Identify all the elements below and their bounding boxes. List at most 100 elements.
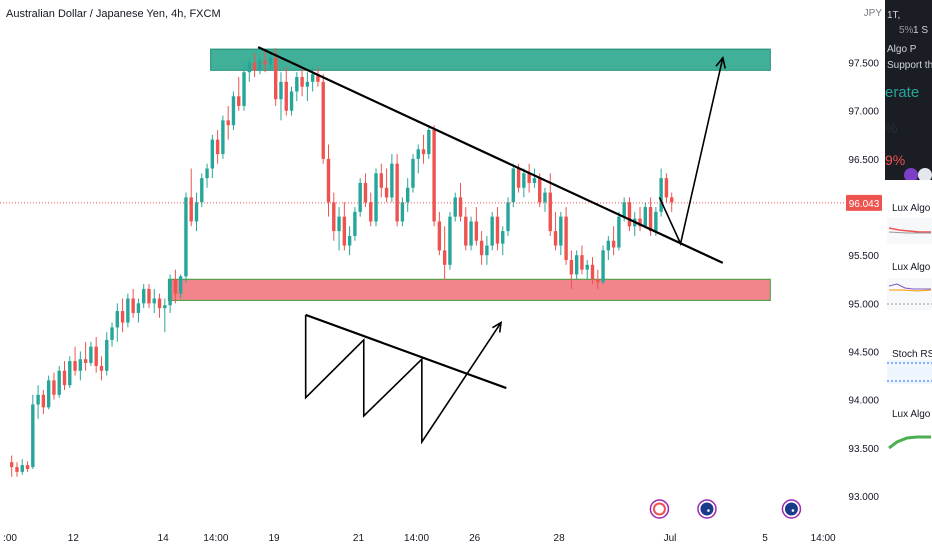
promo-text-3: Algo P xyxy=(887,44,917,55)
candle xyxy=(126,293,130,328)
candle xyxy=(527,163,531,193)
candle-body xyxy=(596,279,600,283)
y-tick-label: 93.500 xyxy=(848,444,879,455)
candle xyxy=(321,74,325,164)
candle xyxy=(569,250,574,289)
candle-body xyxy=(390,163,394,198)
candle xyxy=(31,394,35,469)
candle xyxy=(115,303,119,342)
candle xyxy=(643,202,647,229)
marker-dot xyxy=(652,502,666,516)
y-tick-label: 93.000 xyxy=(848,492,879,503)
candle xyxy=(215,130,220,164)
candle xyxy=(511,163,515,208)
candle xyxy=(384,168,389,203)
candle-body xyxy=(20,465,24,472)
candle xyxy=(574,250,579,280)
candle xyxy=(374,168,378,227)
candle xyxy=(168,274,172,313)
candle xyxy=(596,269,600,289)
candle xyxy=(358,178,362,217)
candle-body xyxy=(226,120,230,126)
candle xyxy=(448,211,452,270)
candle xyxy=(279,72,283,121)
candle-body xyxy=(178,276,183,294)
candle xyxy=(41,390,46,415)
projection-arrowhead xyxy=(715,55,727,69)
candle-body xyxy=(194,202,199,222)
candle xyxy=(274,48,278,106)
candle-body xyxy=(99,365,104,371)
indicator-label-3[interactable]: Stoch RSI xyxy=(892,349,932,360)
candle xyxy=(25,461,30,472)
right-sidebar: 1T, 5% 1 S Algo P Support th erate % 9% … xyxy=(885,0,932,550)
x-tick-label: 26 xyxy=(469,533,481,544)
candle xyxy=(289,86,294,116)
promo-text-1: 1T, xyxy=(887,10,901,21)
candle-body xyxy=(94,346,98,366)
drawings-layer[interactable] xyxy=(257,46,727,445)
candle-body xyxy=(305,81,310,87)
support-zone xyxy=(167,278,771,301)
x-tick-label: 14:00 xyxy=(404,533,429,544)
candle-body xyxy=(78,359,83,371)
candle-body xyxy=(416,149,420,159)
candle xyxy=(36,385,40,419)
zones-layer xyxy=(167,48,771,301)
candle-body xyxy=(36,394,40,405)
candle-body xyxy=(474,221,479,241)
candle xyxy=(406,178,410,212)
y-tick-label: 96.500 xyxy=(848,155,879,166)
candle xyxy=(78,351,83,381)
candle-body xyxy=(590,264,595,280)
candle xyxy=(46,375,51,410)
x-tick-label: 19 xyxy=(268,533,280,544)
event-markers-layer[interactable] xyxy=(649,499,802,519)
candle-body xyxy=(553,231,558,246)
candle-body xyxy=(300,77,304,87)
candle-body xyxy=(231,96,236,126)
candle xyxy=(543,187,547,212)
candle-body xyxy=(511,168,515,203)
candle xyxy=(390,154,394,203)
marker-star xyxy=(791,509,795,512)
calendar-event-icon[interactable] xyxy=(649,499,670,519)
candle xyxy=(142,284,146,309)
candle-body xyxy=(548,192,552,232)
candle-body xyxy=(310,74,315,82)
candle-body xyxy=(442,250,447,265)
candle xyxy=(94,337,98,373)
indicator-label-4[interactable]: Lux Algo C xyxy=(892,409,932,420)
candle-body xyxy=(147,288,151,304)
candle-body xyxy=(448,216,452,265)
candle-body xyxy=(68,361,72,386)
indicator-preview-4 xyxy=(888,435,931,450)
candle-body xyxy=(379,173,383,188)
candle-body xyxy=(289,91,294,111)
promo-panel[interactable]: 1T, 5% 1 S Algo P Support th erate % 9% xyxy=(885,0,932,180)
au-flag-icon[interactable] xyxy=(697,499,717,519)
au-flag-icon[interactable] xyxy=(781,499,802,519)
x-tick-label: Jul xyxy=(664,533,677,544)
pattern-zigzag xyxy=(304,314,502,445)
indicator-label-2[interactable]: Lux Algo C xyxy=(892,262,932,273)
candle xyxy=(200,173,204,208)
candle-body xyxy=(263,60,267,65)
indicator-label-1[interactable]: Lux Algo C xyxy=(892,203,932,214)
promo-big-text: erate xyxy=(885,84,920,101)
candle-body xyxy=(638,218,642,227)
candle xyxy=(258,57,262,75)
resistance-zone xyxy=(210,48,771,71)
x-tick-label: 5 xyxy=(762,533,768,544)
candle-body xyxy=(105,339,109,371)
candle xyxy=(152,288,156,313)
candle-body xyxy=(670,197,674,203)
candle-body xyxy=(163,305,167,309)
candle-body xyxy=(411,158,415,188)
pattern-arrowhead xyxy=(492,321,503,333)
candle xyxy=(194,192,199,232)
candle-body xyxy=(664,178,669,198)
candle xyxy=(437,211,442,256)
